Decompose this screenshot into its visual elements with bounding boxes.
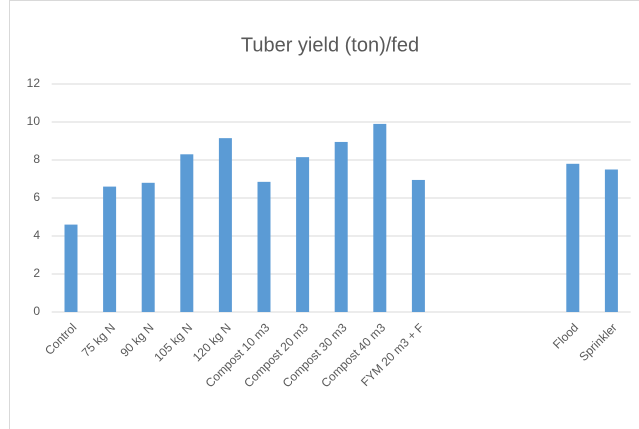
y-tick-label: 6 xyxy=(33,190,40,204)
y-tick-label: 4 xyxy=(33,228,40,242)
bar xyxy=(64,224,78,312)
bar xyxy=(218,138,232,312)
bar xyxy=(141,182,155,312)
bar xyxy=(257,181,271,312)
bar xyxy=(296,157,310,312)
y-tick-label: 0 xyxy=(33,304,40,318)
bar xyxy=(180,154,194,312)
bar xyxy=(411,179,425,312)
y-tick-label: 8 xyxy=(33,152,40,166)
bar xyxy=(373,123,387,313)
bar xyxy=(103,186,117,312)
y-tick-label: 10 xyxy=(27,114,41,128)
y-tick-label: 2 xyxy=(33,266,40,280)
chart-title: Tuber yield (ton)/fed xyxy=(241,34,419,56)
bar xyxy=(566,163,580,312)
y-tick-label: 12 xyxy=(27,76,41,90)
bar xyxy=(604,169,618,312)
bar xyxy=(334,141,348,312)
